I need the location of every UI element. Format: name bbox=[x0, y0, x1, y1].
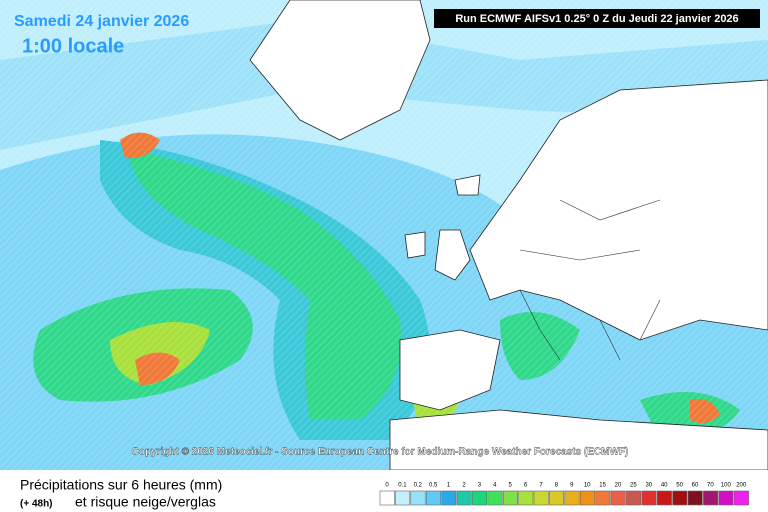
legend-label: 0.5 bbox=[429, 483, 438, 489]
legend-swatch bbox=[579, 490, 595, 506]
borders bbox=[519, 199, 661, 361]
footer-subtitle: et risque neige/verglas bbox=[75, 494, 216, 510]
legend-swatch bbox=[487, 490, 503, 506]
legend-swatch bbox=[441, 490, 457, 506]
legend-label: 20 bbox=[615, 483, 622, 489]
color-legend: 0 0.1 0.2 0.5 1 2 3 4 5 6 7 8 9 10 15 20 25 30 40 50 60 70 100… bbox=[379, 483, 749, 506]
legend-swatch bbox=[626, 490, 642, 506]
legend-label: 200 bbox=[736, 483, 747, 489]
legend-label: 8 bbox=[555, 483, 559, 489]
legend-label: 0.2 bbox=[414, 483, 423, 489]
legend-label: 5 bbox=[509, 483, 513, 489]
run-label: Run ECMWF AIFSv1 0.25° 0 Z du Jeudi 22 j… bbox=[455, 13, 738, 25]
legend-swatch bbox=[687, 490, 703, 506]
legend-swatch bbox=[410, 490, 426, 506]
date-label: Samedi 24 janvier 2026 bbox=[14, 13, 189, 30]
copyright: Copyright © 2026 Meteociel.fr - Source E… bbox=[132, 447, 629, 458]
legend-label: 60 bbox=[692, 483, 699, 489]
britain bbox=[434, 229, 471, 281]
legend-label: 4 bbox=[493, 483, 497, 489]
legend-swatch bbox=[641, 490, 657, 506]
legend-swatch bbox=[518, 490, 534, 506]
legend-label: 7 bbox=[539, 483, 543, 489]
footer-lead: (+ 48h) bbox=[20, 499, 53, 510]
greenland bbox=[249, 0, 431, 141]
legend-swatch bbox=[456, 490, 472, 506]
legend-swatch bbox=[549, 490, 565, 506]
legend-swatch bbox=[733, 490, 749, 506]
legend-swatch bbox=[656, 490, 672, 506]
land bbox=[249, 0, 768, 471]
legend-label: 3 bbox=[478, 483, 482, 489]
legend-label: 6 bbox=[524, 483, 528, 489]
legend-label: 0 bbox=[385, 483, 389, 489]
legend-swatch bbox=[472, 490, 488, 506]
legend-swatch bbox=[672, 490, 688, 506]
legend-swatch bbox=[564, 490, 580, 506]
legend-swatch bbox=[703, 490, 719, 506]
legend-swatch bbox=[718, 490, 734, 506]
legend-label: 100 bbox=[721, 483, 732, 489]
legend-label: 1 bbox=[447, 483, 451, 489]
legend-label: 0.1 bbox=[398, 483, 407, 489]
legend-swatch bbox=[425, 490, 441, 506]
legend-swatch bbox=[533, 490, 549, 506]
legend-label: 50 bbox=[676, 483, 683, 489]
legend-swatch bbox=[595, 490, 611, 506]
legend-label: 9 bbox=[570, 483, 574, 489]
legend-swatch bbox=[379, 490, 395, 506]
run-box bbox=[434, 9, 760, 28]
legend-swatch bbox=[502, 490, 518, 506]
legend-label: 2 bbox=[462, 483, 466, 489]
legend-label: 40 bbox=[661, 483, 668, 489]
legend-label: 30 bbox=[645, 483, 652, 489]
legend-label: 10 bbox=[584, 483, 591, 489]
time-label: 1:00 locale bbox=[22, 35, 124, 57]
legend-swatch bbox=[610, 490, 626, 506]
legend-label: 25 bbox=[630, 483, 637, 489]
legend-swatch bbox=[395, 490, 411, 506]
ireland bbox=[404, 231, 426, 259]
legend-label: 15 bbox=[599, 483, 606, 489]
legend-label: 70 bbox=[707, 483, 714, 489]
iberia bbox=[399, 329, 501, 411]
iceland bbox=[454, 174, 481, 196]
footer-title: Précipitations sur 6 heures (mm) bbox=[20, 477, 222, 493]
